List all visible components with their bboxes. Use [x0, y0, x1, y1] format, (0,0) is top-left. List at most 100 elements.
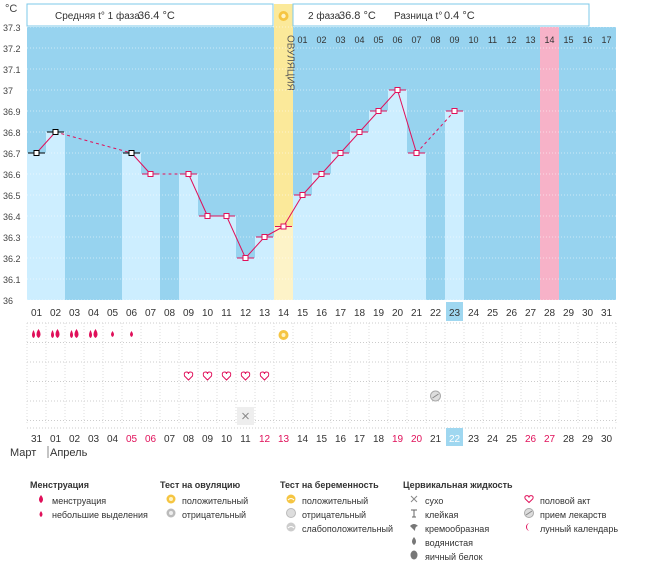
top-day-label: 17 — [601, 35, 611, 45]
drop-small-icon — [30, 508, 52, 522]
calendar-date-label: 17 — [354, 434, 366, 445]
y-tick-label: 37.2 — [3, 44, 21, 54]
cycle-day-label: 22 — [430, 308, 442, 319]
legend-cervical: Цервикальная жидкость сухо клейкая кремо… — [403, 480, 513, 564]
spotting-drop-icon — [130, 331, 133, 337]
temp-point — [185, 171, 192, 177]
current-day-box — [446, 302, 463, 321]
preg-negative-icon — [280, 508, 302, 522]
y-tick-label: 36.4 — [3, 212, 21, 222]
legend-cervical-item: водянистая — [425, 538, 474, 548]
cycle-day-label: 05 — [107, 308, 119, 319]
phase1-label: Средняя t° 1 фаза — [55, 10, 140, 22]
calendar-date-label: 05 — [126, 434, 138, 445]
calendar-date-label: 04 — [107, 434, 119, 445]
cycle-day-label: 16 — [316, 308, 328, 319]
top-day-label: 09 — [449, 35, 459, 45]
heart-icon — [183, 371, 194, 381]
temp-line-segment — [321, 152, 341, 175]
legend-pregnancy-test-item: слабоположительный — [302, 524, 394, 534]
calendar-date-label: 09 — [202, 434, 214, 445]
calendar-date-label: 07 — [164, 434, 176, 445]
cycle-day-label: 31 — [601, 308, 613, 319]
heart-icon — [259, 371, 270, 381]
cycle-day-label: 14 — [278, 308, 290, 319]
cycle-day-label: 20 — [392, 308, 404, 319]
legend-cervical-item: кремообразная — [425, 524, 490, 534]
temp-point — [299, 192, 306, 198]
legend-other-item: половой акт — [540, 496, 591, 506]
menstruation-drop-icon — [93, 329, 98, 338]
cycle-day-label: 15 — [297, 308, 309, 319]
cycle-day-label: 11 — [221, 308, 232, 319]
temp-point — [242, 255, 249, 261]
y-tick-label: 36.2 — [3, 254, 21, 264]
top-day-label: 01 — [297, 35, 307, 45]
temp-bar — [27, 153, 46, 300]
temp-bar — [236, 258, 255, 300]
y-tick-label: 36.8 — [3, 128, 21, 138]
calendar-date-label: 12 — [259, 434, 271, 445]
y-tick-label: 37 — [3, 86, 13, 96]
temp-bar — [388, 90, 407, 300]
legend-pregnancy-test-item: отрицательный — [302, 510, 367, 520]
legend-cervical-item: сухо — [425, 496, 444, 506]
spotting-drop-icon — [111, 331, 114, 337]
calendar-date-label: 25 — [506, 434, 518, 445]
temp-line-segment — [378, 89, 398, 112]
legend-other-item: прием лекарств — [540, 510, 607, 520]
cycle-day-label: 26 — [506, 308, 518, 319]
legend-menstruation: Менструация менструация небольшие выделе… — [30, 480, 148, 522]
temp-point — [356, 129, 363, 135]
heart-icon — [518, 494, 540, 508]
temp-point — [280, 223, 287, 230]
y-tick-label: 36.9 — [3, 107, 21, 117]
calendar-date-label: 22 — [449, 434, 461, 445]
cycle-day-label: 12 — [240, 308, 252, 319]
y-tick-label: 36.7 — [3, 149, 21, 159]
creamy-icon — [403, 522, 425, 536]
top-day-label: 16 — [582, 35, 592, 45]
temp-line-segment — [359, 110, 379, 133]
cycle-day-label: 04 — [88, 308, 100, 319]
calendar-date-label: 16 — [335, 434, 347, 445]
calendar-date-label: 20 — [411, 434, 423, 445]
temp-line-segment — [264, 226, 284, 238]
legend-cervical-item: клейкая — [425, 510, 459, 520]
calendar-date-label: 02 — [69, 434, 81, 445]
menstruation-drop-icon — [55, 329, 60, 338]
calendar-date-label: 10 — [221, 434, 233, 445]
cycle-day-label: 10 — [202, 308, 214, 319]
calendar-date-label: 13 — [278, 434, 290, 445]
preg-weak-icon — [280, 522, 302, 536]
temp-point — [337, 150, 344, 156]
temp-line-segment — [245, 236, 265, 259]
top-day-label: 12 — [506, 35, 516, 45]
moon-icon — [518, 522, 540, 536]
calendar-date-label: 11 — [240, 434, 251, 445]
cycle-day-label: 07 — [145, 308, 157, 319]
legend-pregnancy-test-title: Тест на беременность — [280, 480, 379, 490]
cycle-day-label: 01 — [31, 308, 43, 319]
y-tick-label: 37.3 — [3, 23, 21, 33]
y-tick-label: 36.5 — [3, 191, 21, 201]
dry-icon — [242, 412, 249, 420]
watery-icon — [403, 536, 425, 550]
heart-icon — [221, 371, 232, 381]
legend-ovulation-test-title: Тест на овуляцию — [160, 480, 241, 490]
temp-bar — [255, 237, 274, 300]
egg-white-icon — [403, 550, 425, 564]
preg-positive-icon — [280, 494, 302, 508]
calendar-date-label: 29 — [582, 434, 594, 445]
sticky-icon — [403, 508, 425, 522]
menstruation-drop-icon — [51, 330, 54, 338]
top-day-label: 11 — [488, 35, 497, 45]
legend-cervical-title: Цервикальная жидкость — [403, 480, 513, 490]
menstruation-drop-icon — [70, 330, 73, 338]
cycle-day-label: 06 — [126, 308, 138, 319]
menstruation-drop-icon — [89, 330, 92, 338]
calendar-date-label: 23 — [468, 434, 480, 445]
heart-icon — [202, 371, 213, 381]
menstruation-drop-icon — [74, 329, 79, 338]
temp-point — [52, 129, 59, 135]
